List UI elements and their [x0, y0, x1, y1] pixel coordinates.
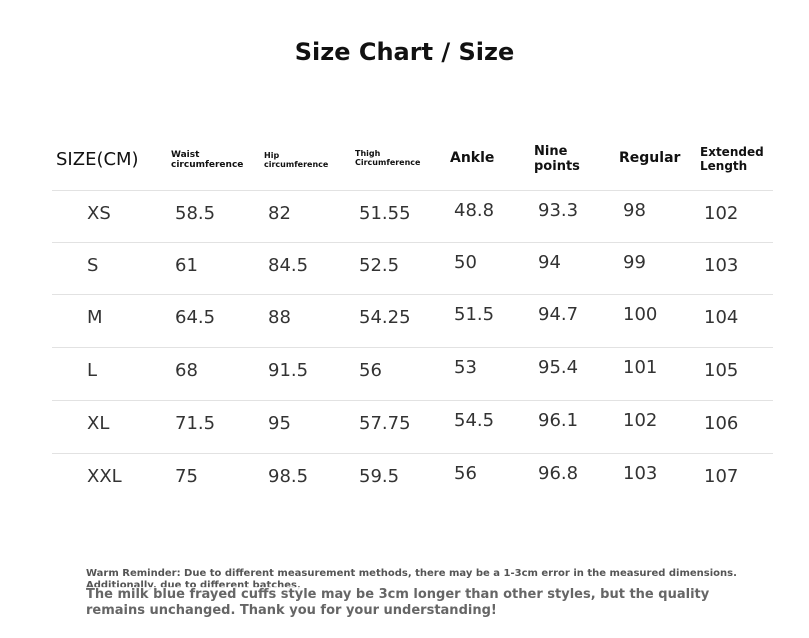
- cell: 58.5: [175, 203, 216, 224]
- cell: 98.5: [268, 466, 309, 487]
- cell: 99: [623, 252, 646, 273]
- cell: XXL: [87, 466, 122, 487]
- cell: M: [87, 307, 103, 328]
- cell: 96.1: [538, 410, 579, 431]
- column-header: SIZE(CM): [56, 149, 139, 170]
- cell: L: [87, 360, 98, 381]
- row-rule: [52, 242, 773, 243]
- cell: 102: [704, 203, 739, 224]
- cell: 101: [623, 357, 658, 378]
- cell: 54.5: [454, 410, 495, 431]
- cell: XL: [87, 413, 110, 434]
- cell: 53: [454, 357, 477, 378]
- cell: 82: [268, 203, 291, 224]
- cell: 56: [359, 360, 382, 381]
- cell: 56: [454, 463, 477, 484]
- column-header: Regular: [619, 150, 681, 166]
- column-header: Waist circumference: [171, 150, 244, 171]
- cell: 48.8: [454, 200, 495, 221]
- cell: 106: [704, 413, 739, 434]
- cell: 103: [704, 255, 739, 276]
- column-header: Thigh Circumference: [355, 149, 421, 168]
- cell: 61: [175, 255, 198, 276]
- title: Size Chart / Size: [294, 38, 515, 66]
- cell: 51.55: [359, 203, 411, 224]
- cell: 64.5: [175, 307, 216, 328]
- column-header: Nine points: [534, 144, 580, 174]
- cell: 88: [268, 307, 291, 328]
- cell: XS: [87, 203, 111, 224]
- cell: 100: [623, 304, 658, 325]
- column-header: Hip circumference: [264, 151, 329, 170]
- cell: 50: [454, 252, 477, 273]
- row-rule: [52, 294, 773, 295]
- cell: 105: [704, 360, 739, 381]
- cell: 71.5: [175, 413, 216, 434]
- cell: 75: [175, 466, 198, 487]
- column-header: Ankle: [450, 150, 495, 166]
- cell: 95.4: [538, 357, 579, 378]
- cell: 102: [623, 410, 658, 431]
- cell: 52.5: [359, 255, 400, 276]
- reminder: Warm Reminder: Due to different measurem…: [86, 568, 737, 591]
- row-rule: [52, 453, 773, 454]
- cell: 91.5: [268, 360, 309, 381]
- cell: 96.8: [538, 463, 579, 484]
- cell: 104: [704, 307, 739, 328]
- cell: 59.5: [359, 466, 400, 487]
- note: The milk blue frayed cuffs style may be …: [86, 587, 726, 619]
- cell: 93.3: [538, 200, 579, 221]
- row-rule: [52, 347, 773, 348]
- row-rule: [52, 400, 773, 401]
- cell: 107: [704, 466, 739, 487]
- cell: 95: [268, 413, 291, 434]
- cell: 98: [623, 200, 646, 221]
- cell: 103: [623, 463, 658, 484]
- cell: 57.75: [359, 413, 411, 434]
- cell: 84.5: [268, 255, 309, 276]
- cell: 94: [538, 252, 561, 273]
- cell: S: [87, 255, 99, 276]
- column-header: Extended Length: [700, 145, 764, 173]
- cell: 68: [175, 360, 198, 381]
- row-rule: [52, 190, 773, 191]
- cell: 94.7: [538, 304, 579, 325]
- cell: 51.5: [454, 304, 495, 325]
- cell: 54.25: [359, 307, 411, 328]
